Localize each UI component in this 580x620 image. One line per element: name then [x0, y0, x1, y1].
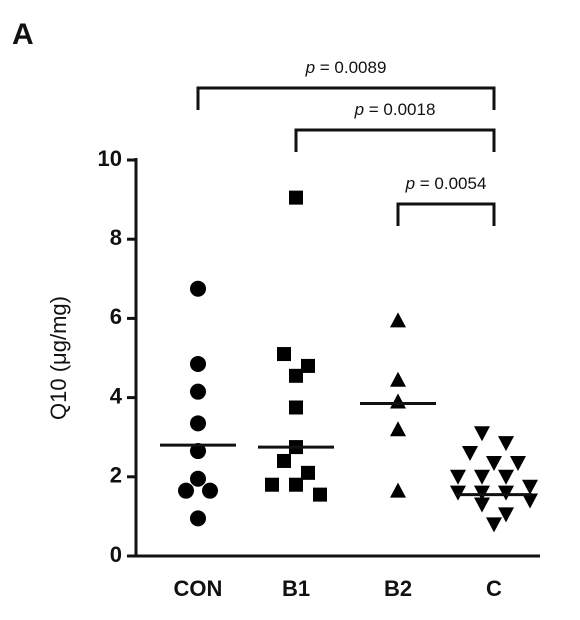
data-point [390, 393, 406, 409]
data-point [190, 443, 206, 460]
data-point [190, 383, 206, 400]
data-point [301, 465, 315, 480]
y-tick-label: 10 [98, 146, 122, 171]
significance-bracket [196, 86, 496, 110]
data-point [498, 436, 514, 452]
x-tick-label: B2 [384, 576, 412, 601]
data-point [486, 455, 502, 471]
data-point [202, 482, 218, 499]
data-point [510, 455, 526, 471]
data-point [474, 426, 490, 442]
data-point [289, 477, 303, 492]
data-point [190, 280, 206, 297]
significance-bracket [396, 202, 496, 226]
data-point [486, 517, 502, 533]
data-point [390, 421, 406, 437]
p-value: p = 0.0018 [354, 100, 436, 119]
y-tick-label: 2 [110, 463, 122, 488]
x-tick-label: B1 [282, 576, 310, 601]
data-point [190, 415, 206, 432]
data-point [277, 453, 291, 468]
data-point [190, 470, 206, 487]
data-point [390, 482, 406, 498]
data-point [390, 312, 406, 328]
data-point [474, 469, 490, 485]
data-point [313, 487, 327, 502]
y-tick-label: 6 [110, 304, 122, 329]
significance-bracket [294, 128, 496, 152]
x-tick-label: C [486, 576, 502, 601]
y-tick-label: 4 [110, 383, 123, 408]
data-point [450, 469, 466, 485]
x-tick-label: CON [174, 576, 223, 601]
data-point [277, 347, 291, 362]
data-point [522, 493, 538, 509]
data-point [289, 400, 303, 415]
data-point [190, 510, 206, 527]
data-point [390, 371, 406, 387]
y-tick-label: 0 [110, 542, 122, 567]
data-point [289, 368, 303, 383]
data-point [522, 479, 538, 495]
data-point [190, 355, 206, 372]
data-point [289, 190, 303, 205]
data-point [474, 497, 490, 513]
data-point [498, 507, 514, 523]
data-point [498, 469, 514, 485]
y-tick-label: 8 [110, 225, 122, 250]
p-value: p = 0.0054 [405, 174, 487, 193]
data-point [265, 477, 279, 492]
data-point [178, 482, 194, 499]
y-axis-label: Q10 (μg/mg) [46, 296, 71, 420]
p-value: p = 0.0089 [305, 58, 387, 77]
data-point [301, 358, 315, 373]
data-point [462, 446, 478, 462]
panel-label: A [12, 18, 34, 51]
